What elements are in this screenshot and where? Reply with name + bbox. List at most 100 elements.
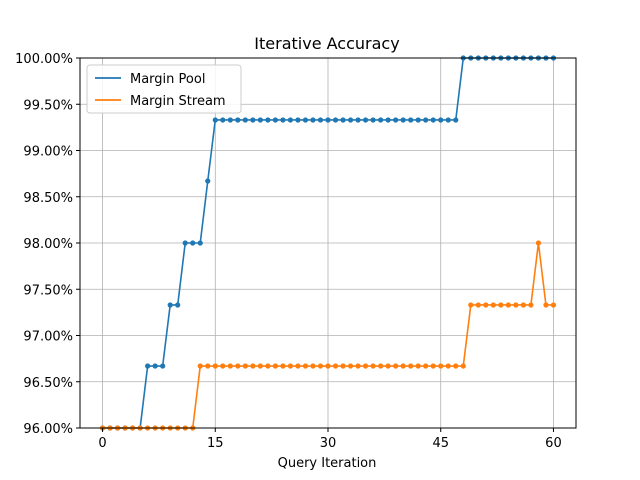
data-point: [490, 302, 496, 308]
data-point: [212, 117, 218, 123]
data-point: [295, 117, 301, 123]
y-tick-label: 97.50%: [23, 283, 73, 298]
data-point: [445, 363, 451, 369]
legend-box: [86, 64, 242, 114]
data-point: [332, 363, 339, 369]
x-tick-label: 60: [545, 436, 562, 451]
data-point: [250, 117, 256, 123]
x-axis-label: Query Iteration: [278, 456, 377, 471]
data-point: [362, 117, 369, 123]
legend-label: Margin Stream: [130, 94, 226, 109]
y-tick-label: 96.00%: [23, 422, 73, 437]
data-point: [408, 363, 414, 369]
data-point: [355, 117, 361, 123]
data-point: [257, 363, 263, 369]
data-point: [317, 363, 324, 369]
data-point: [295, 363, 301, 369]
data-point: [265, 363, 271, 369]
legend-item: Margin Pool: [95, 72, 205, 87]
chart-title: Iterative Accuracy: [254, 34, 399, 53]
x-tick-label: 30: [320, 436, 337, 451]
y-tick-label: 97.00%: [23, 330, 73, 345]
data-point: [220, 117, 226, 123]
data-point: [438, 363, 444, 369]
data-point: [317, 117, 324, 123]
data-point: [438, 117, 444, 123]
data-point: [370, 363, 376, 369]
data-point: [205, 178, 211, 184]
data-point: [430, 363, 436, 369]
data-point: [175, 302, 181, 308]
data-point: [197, 363, 203, 369]
data-point: [378, 117, 384, 123]
data-point: [460, 363, 466, 369]
data-point: [543, 302, 549, 308]
data-point: [310, 363, 316, 369]
data-point: [408, 117, 414, 123]
data-point: [385, 117, 391, 123]
data-point: [528, 302, 534, 308]
data-point: [325, 363, 331, 369]
data-point: [393, 363, 399, 369]
data-point: [550, 302, 557, 308]
data-point: [415, 363, 421, 369]
data-point: [400, 117, 406, 123]
data-point: [347, 117, 354, 123]
data-point: [257, 117, 263, 123]
data-point: [152, 363, 158, 369]
data-point: [535, 240, 542, 246]
y-tick-label: 99.00%: [23, 145, 73, 160]
y-tick-label: 98.50%: [23, 191, 73, 206]
data-point: [310, 117, 316, 123]
data-point: [453, 363, 459, 369]
data-point: [220, 363, 226, 369]
legend: Margin Pool Margin Stream: [86, 64, 242, 114]
data-point: [212, 363, 218, 369]
data-point: [272, 363, 278, 369]
data-point: [340, 363, 346, 369]
data-point: [205, 363, 211, 369]
data-point: [280, 363, 286, 369]
data-point: [385, 363, 391, 369]
data-point: [182, 240, 188, 246]
data-point: [302, 117, 309, 123]
data-point: [468, 302, 474, 308]
data-point: [280, 117, 286, 123]
data-point: [235, 117, 241, 123]
data-point: [347, 363, 354, 369]
data-point: [250, 363, 256, 369]
data-point: [302, 363, 309, 369]
data-point: [483, 302, 489, 308]
data-point: [287, 363, 294, 369]
y-axis-ticks: 96.00% 96.50% 97.00% 97.50% 98.00% 98.50% 99.0…: [15, 52, 80, 437]
data-point: [513, 302, 519, 308]
data-point: [445, 117, 451, 123]
data-point: [520, 302, 526, 308]
legend-label: Margin Pool: [130, 72, 205, 87]
data-point: [415, 117, 421, 123]
data-point: [190, 240, 196, 246]
data-point: [340, 117, 346, 123]
data-point: [325, 117, 331, 123]
data-point: [475, 302, 481, 308]
x-tick-label: 0: [98, 436, 106, 451]
data-point: [370, 117, 376, 123]
data-point: [498, 302, 504, 308]
data-point: [423, 363, 429, 369]
x-axis-ticks: 0 15 30 45 60: [98, 428, 562, 451]
data-point: [332, 117, 339, 123]
data-point: [242, 363, 248, 369]
data-point: [287, 117, 294, 123]
legend-item: Margin Stream: [95, 94, 226, 109]
data-point: [145, 363, 151, 369]
data-point: [393, 117, 399, 123]
data-point: [423, 117, 429, 123]
data-point: [227, 117, 233, 123]
data-point: [400, 363, 406, 369]
x-tick-label: 15: [207, 436, 224, 451]
y-tick-label: 99.50%: [23, 98, 73, 113]
y-tick-label: 96.50%: [23, 376, 73, 391]
data-point: [235, 363, 241, 369]
x-tick-label: 45: [432, 436, 449, 451]
